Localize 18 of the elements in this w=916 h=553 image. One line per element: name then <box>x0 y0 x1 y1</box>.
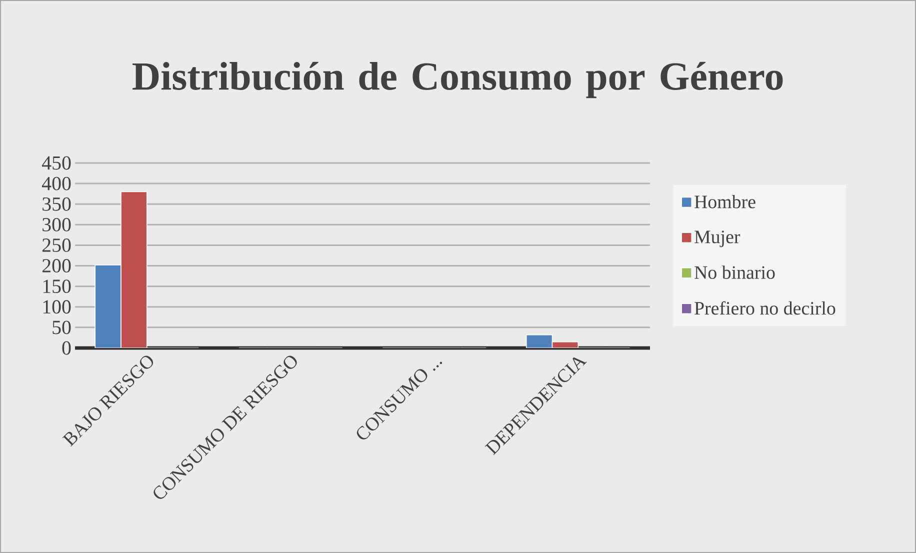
y-tick-label: 50 <box>52 320 71 334</box>
y-tick-label: 300 <box>42 218 71 232</box>
bar <box>120 191 148 348</box>
y-tick-label: 150 <box>43 280 71 294</box>
legend-label: No binario <box>694 266 775 279</box>
bar <box>94 264 122 348</box>
legend-label: Prefiero no decirlo <box>694 301 836 315</box>
y-tick-label: 100 <box>43 300 71 314</box>
y-tick-label: 0 <box>62 341 71 355</box>
chart-title: Distribución de Consumo por Género <box>132 62 783 98</box>
legend-label: Mujer <box>694 230 740 248</box>
y-tick-label: 350 <box>42 197 71 211</box>
y-tick-label: 450 <box>42 156 71 170</box>
y-tick-label: 200 <box>42 259 71 272</box>
y-tick-label: 250 <box>42 238 71 252</box>
y-tick-label: 400 <box>42 176 71 190</box>
bar <box>526 334 553 348</box>
legend-label: Hombre <box>694 194 756 208</box>
